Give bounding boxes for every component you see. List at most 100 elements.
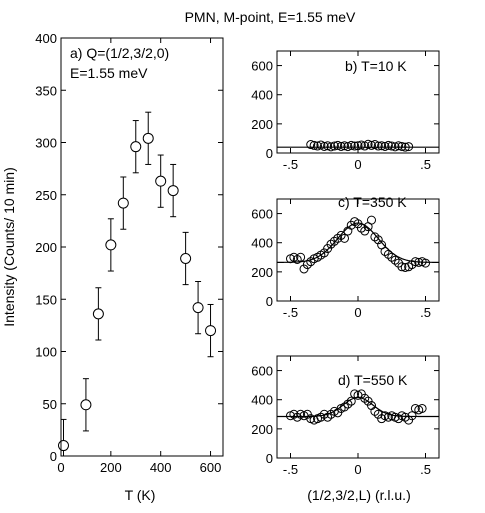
panel-d-ticks: -.5 0 .5 0 200 400 600 bbox=[251, 356, 439, 477]
panel-b-data-point bbox=[380, 141, 390, 151]
panel-c-data-point bbox=[356, 223, 366, 233]
panel-a-xlabel: T (K) bbox=[125, 487, 156, 503]
panel-c-ytick-label: 0 bbox=[266, 294, 273, 309]
panel-d-data-point bbox=[292, 412, 302, 422]
panel-d-fit bbox=[277, 396, 439, 418]
panel-c-annotation: c) T=350 K bbox=[338, 194, 407, 210]
panel-b-data-point bbox=[313, 141, 322, 151]
panel-d-ytick-label: 600 bbox=[251, 364, 273, 379]
panel-b-ytick-label: 200 bbox=[251, 117, 273, 132]
panel-a-ytick-label: 150 bbox=[35, 292, 57, 307]
panel-b-data-point bbox=[326, 142, 336, 152]
panel-a-data-point bbox=[180, 252, 192, 264]
panel-b-data-point bbox=[336, 141, 346, 151]
panel-b-data-point bbox=[387, 141, 397, 151]
panel-b-data-point bbox=[400, 142, 410, 152]
panel-a-data-point bbox=[57, 440, 69, 452]
panel-c-fit-line bbox=[277, 222, 439, 263]
panel-d-data-point bbox=[316, 412, 326, 422]
panel-b-ticks: -.5 0 .5 0 200 400 600 bbox=[251, 51, 439, 172]
panel-b-data-point bbox=[367, 140, 376, 150]
panel-b-data-point bbox=[373, 141, 383, 151]
panel-b-xtick-label: 0 bbox=[354, 157, 361, 172]
panel-c-data-point bbox=[407, 260, 417, 270]
panel-d-data-point bbox=[417, 403, 427, 413]
panel-a-points bbox=[57, 111, 217, 457]
panel-a-ylabel: Intensity (Counts/ 10 min) bbox=[1, 167, 17, 327]
panel-c-data-point bbox=[410, 257, 420, 267]
panel-c-ytick-label: 400 bbox=[251, 236, 273, 251]
panel-b-xtick-label: .5 bbox=[420, 157, 431, 172]
panel-b-data-point bbox=[329, 141, 339, 151]
panel-c-xtick-label: .5 bbox=[420, 305, 431, 320]
panel-b-data-point bbox=[319, 141, 329, 151]
panel-a-xtick-label: 600 bbox=[200, 460, 222, 475]
panel-c-points bbox=[286, 215, 430, 274]
panel-d-ytick-label: 200 bbox=[251, 422, 273, 437]
panel-b-data-point bbox=[350, 141, 360, 151]
panel-a-ytick-label: 400 bbox=[35, 31, 57, 46]
panel-c-data-point bbox=[421, 258, 430, 268]
panel-a-data-point bbox=[205, 325, 217, 337]
panel-b-data-point bbox=[333, 140, 343, 150]
panel-d-data-point bbox=[377, 414, 387, 424]
shared-xlabel-right: (1/2,3/2,L) (r.l.u.) bbox=[307, 487, 410, 503]
panel-b-ytick-label: 600 bbox=[251, 59, 273, 74]
panel-d-xtick-label: .5 bbox=[420, 462, 431, 477]
panel-d: -.5 0 .5 0 200 400 600 d) T=550 K bbox=[251, 355, 440, 477]
panel-d-data-point bbox=[400, 412, 410, 422]
panel-a-ytick-label: 300 bbox=[35, 136, 57, 151]
panel-d-data-point bbox=[323, 412, 333, 422]
panel-a-ticks: 0 200 400 600 0 50 100 150 200 250 300 350 400 bbox=[35, 31, 223, 475]
panel-a-data-point bbox=[142, 132, 154, 144]
panel-c-data-point bbox=[340, 233, 349, 243]
panel-d-ytick-label: 0 bbox=[266, 451, 273, 466]
panel-a-xtick-label: 200 bbox=[100, 460, 122, 475]
panel-b: -.5 0 .5 0 200 400 600 b) T=10 K bbox=[251, 50, 440, 172]
panel-c-data-point bbox=[380, 246, 390, 256]
panel-b-points bbox=[306, 139, 414, 152]
panel-c: -.5 0 .5 0 200 400 600 c) T=350 K bbox=[251, 194, 440, 320]
panel-b-ytick-label: 0 bbox=[266, 146, 273, 161]
panel-c-data-point bbox=[326, 239, 336, 249]
panel-c-data-point bbox=[306, 257, 316, 267]
panel-c-data-point bbox=[329, 236, 339, 246]
panel-b-ytick-label: 400 bbox=[251, 88, 273, 103]
panel-c-xtick-label: -.5 bbox=[283, 305, 298, 320]
panel-a-annotation-line-1: a) Q=(1/2,3/2,0) bbox=[70, 45, 169, 61]
panel-b-data-point bbox=[306, 140, 316, 150]
panel-a-data-point bbox=[92, 308, 104, 320]
panel-c-data-point bbox=[414, 257, 424, 267]
panel-c-data-point bbox=[302, 260, 312, 270]
panel-c-data-point bbox=[336, 230, 346, 240]
panel-c-data-point bbox=[397, 262, 407, 272]
panel-b-data-point bbox=[377, 141, 387, 151]
panel-a-data-point bbox=[117, 197, 129, 209]
panel-d-points bbox=[286, 389, 427, 425]
panel-a-frame bbox=[60, 37, 224, 457]
panel-b-data-point bbox=[383, 140, 393, 150]
panel-b-data-point bbox=[356, 140, 366, 150]
panel-a: 0 200 400 600 0 50 100 150 200 250 300 350 400 a) Q=… bbox=[1, 31, 224, 503]
panel-c-data-point bbox=[390, 255, 400, 265]
panel-c-xtick-label: 0 bbox=[354, 305, 361, 320]
panel-a-data-point bbox=[155, 175, 167, 187]
panel-b-data-point bbox=[394, 141, 403, 151]
panel-a-annotation-line-2: E=1.55 meV bbox=[70, 65, 148, 81]
panel-c-data-point bbox=[370, 232, 380, 242]
panel-d-ytick-label: 400 bbox=[251, 393, 273, 408]
panel-c-frame bbox=[276, 198, 440, 302]
panel-d-data-point bbox=[360, 393, 370, 403]
panel-c-data-point bbox=[373, 235, 383, 245]
panel-c-data-point bbox=[367, 215, 376, 225]
panel-b-data-point bbox=[340, 141, 349, 151]
panel-b-data-point bbox=[346, 140, 356, 150]
panel-a-data-point bbox=[130, 141, 142, 153]
panel-d-data-point bbox=[326, 409, 336, 419]
panel-b-data-point bbox=[309, 140, 319, 150]
panel-d-data-point bbox=[340, 402, 349, 412]
panel-a-ytick-label: 250 bbox=[35, 188, 57, 203]
panel-a-data-point bbox=[167, 185, 179, 197]
panel-d-data-point bbox=[407, 411, 417, 421]
